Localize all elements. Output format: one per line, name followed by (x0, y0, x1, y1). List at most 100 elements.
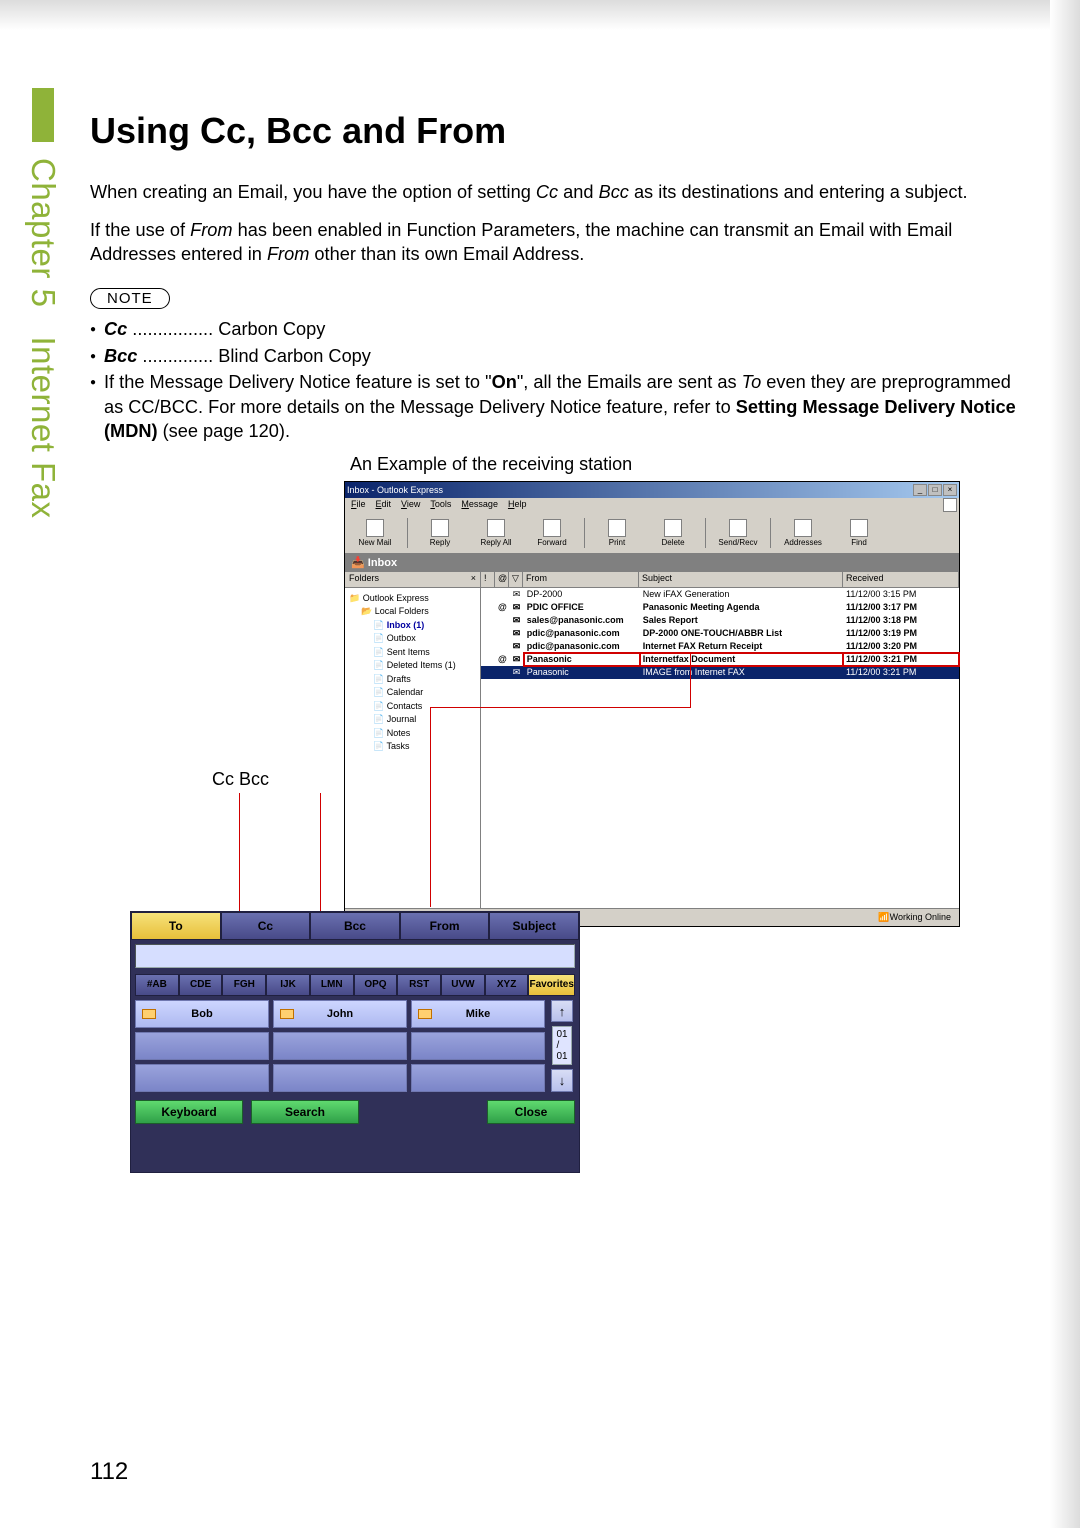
folder-local-folders[interactable]: 📂 Local Folders (349, 605, 476, 619)
callout-line (320, 793, 321, 913)
toolbar-find[interactable]: Find (833, 515, 885, 551)
callout-line (430, 707, 690, 708)
side-chapter-strip: Chapter 5 Internet Fax (0, 88, 82, 1468)
folder-calendar[interactable]: 📄 Calendar (349, 686, 476, 700)
folder-sent-items[interactable]: 📄 Sent Items (349, 646, 476, 660)
menu-file[interactable]: File (351, 499, 366, 513)
folders-header: Folders (349, 573, 379, 586)
folders-pane: Folders × 📁 Outlook Express📂 Local Folder… (345, 572, 481, 908)
callout-line (239, 793, 240, 913)
folder-outlook-express[interactable]: 📁 Outlook Express (349, 592, 476, 606)
alphatab-cde[interactable]: CDE (179, 974, 223, 996)
contact-empty (135, 1032, 269, 1060)
folder-outbox[interactable]: 📄 Outbox (349, 632, 476, 646)
menu-view[interactable]: View (401, 499, 420, 513)
close-button[interactable]: Close (487, 1100, 575, 1124)
callout-line (430, 707, 431, 907)
device-panel: ToCcBccFromSubject #ABCDEFGHIJKLMNOPQRST… (130, 911, 580, 1173)
chapter-marker (32, 88, 54, 142)
keyboard-button[interactable]: Keyboard (135, 1100, 243, 1124)
contact-empty (273, 1064, 407, 1092)
outlook-toolbar: New Mail ReplyReply AllForward PrintDelete… (345, 514, 959, 554)
alphatab-fgh[interactable]: FGH (222, 974, 266, 996)
contact-grid: BobJohnMike↑01/01↓ (135, 1000, 575, 1092)
message-row[interactable]: ✉pdic@panasonic.comDP-2000 ONE-TOUCH/ABB… (481, 627, 959, 640)
alphatab-#ab[interactable]: #AB (135, 974, 179, 996)
message-table: ✉DP-2000New iFAX Generation11/12/00 3:15… (481, 588, 959, 679)
folder-drafts[interactable]: 📄 Drafts (349, 673, 476, 687)
note-list: Cc ................ Carbon Copy Bcc ....… (90, 317, 1020, 444)
tab-from[interactable]: From (400, 912, 490, 939)
page-up-button[interactable]: ↑ (551, 1000, 573, 1023)
folder-deleted-items-[interactable]: 📄 Deleted Items (1) (349, 659, 476, 673)
contact-empty (135, 1064, 269, 1092)
alphatab-lmn[interactable]: LMN (310, 974, 354, 996)
toolbar-print[interactable]: Print (591, 515, 643, 551)
tab-subject[interactable]: Subject (489, 912, 579, 939)
toolbar-forward[interactable]: Forward (526, 515, 578, 551)
message-header: !@▽ From Subject Received (481, 572, 959, 588)
page-down-button[interactable]: ↓ (551, 1069, 573, 1092)
msn-icon[interactable] (943, 498, 957, 512)
menu-edit[interactable]: Edit (376, 499, 392, 513)
message-row[interactable]: ✉DP-2000New iFAX Generation11/12/00 3:15… (481, 588, 959, 601)
outlook-title: Inbox - Outlook Express (347, 485, 443, 495)
folder-tree: 📁 Outlook Express📂 Local Folders📄 Inbox … (345, 588, 480, 758)
col-from[interactable]: From (523, 572, 639, 587)
note-item-cc: Cc ................ Carbon Copy (90, 317, 1020, 342)
toolbar-reply[interactable]: Reply (414, 515, 466, 551)
tab-to[interactable]: To (131, 912, 221, 939)
alphatab-ijk[interactable]: IJK (266, 974, 310, 996)
message-row[interactable]: ✉PanasonicIMAGE from Internet FAX11/12/0… (481, 666, 959, 679)
callout-line (690, 654, 691, 708)
message-row[interactable]: @✉PDIC OFFICEPanasonic Meeting Agenda11/… (481, 601, 959, 614)
alphatab-opq[interactable]: OPQ (354, 974, 398, 996)
inbox-bar: 📥 Inbox (345, 554, 959, 572)
alphatab-xyz[interactable]: XYZ (485, 974, 529, 996)
folder-tasks[interactable]: 📄 Tasks (349, 740, 476, 754)
contact-mike[interactable]: Mike (411, 1000, 545, 1028)
contact-bob[interactable]: Bob (135, 1000, 269, 1028)
note-badge: NOTE (90, 288, 170, 309)
close-icon[interactable]: × (943, 484, 957, 496)
toolbar-reply-all[interactable]: Reply All (470, 515, 522, 551)
intro-paragraph-2: If the use of From has been enabled in F… (90, 218, 1020, 266)
search-button[interactable]: Search (251, 1100, 359, 1124)
page-title: Using Cc, Bcc and From (90, 110, 1020, 152)
menu-tools[interactable]: Tools (430, 499, 451, 513)
alpha-tabs: #ABCDEFGHIJKLMNOPQRSTUVWXYZFavorites (135, 974, 575, 996)
toolbar-addresses[interactable]: Addresses (777, 515, 829, 551)
folder-notes[interactable]: 📄 Notes (349, 727, 476, 741)
intro-paragraph-1: When creating an Email, you have the opt… (90, 180, 1020, 204)
address-input[interactable] (135, 944, 575, 968)
toolbar-new-mail[interactable]: New Mail (349, 515, 401, 551)
contact-john[interactable]: John (273, 1000, 407, 1028)
folders-close-icon[interactable]: × (471, 573, 476, 586)
alphatab-uvw[interactable]: UVW (441, 974, 485, 996)
message-row[interactable]: @✉PanasonicInternetfax Document11/12/00 … (481, 653, 959, 666)
menu-message[interactable]: Message (461, 499, 498, 513)
figure-area: Inbox - Outlook Express _ □ × File Edit Vi… (90, 481, 1020, 1121)
folder-journal[interactable]: 📄 Journal (349, 713, 476, 727)
alphatab-favorites[interactable]: Favorites (528, 974, 574, 996)
toolbar-send-recv[interactable]: Send/Recv (712, 515, 764, 551)
pager: ↑01/01↓ (549, 1000, 575, 1092)
page-number: 112 (90, 1458, 128, 1486)
folder-inbox-[interactable]: 📄 Inbox (1) (349, 619, 476, 633)
tab-cc[interactable]: Cc (221, 912, 311, 939)
contact-empty (411, 1064, 545, 1092)
contact-empty (273, 1032, 407, 1060)
message-row[interactable]: ✉sales@panasonic.comSales Report11/12/00… (481, 614, 959, 627)
col-received[interactable]: Received (843, 572, 959, 587)
col-subject[interactable]: Subject (639, 572, 843, 587)
minimize-icon[interactable]: _ (913, 484, 927, 496)
figure-caption: An Example of the receiving station (350, 454, 1020, 475)
alphatab-rst[interactable]: RST (397, 974, 441, 996)
outlook-window: Inbox - Outlook Express _ □ × File Edit Vi… (344, 481, 960, 927)
menu-help[interactable]: Help (508, 499, 527, 513)
message-row[interactable]: ✉pdic@panasonic.comInternet FAX Return R… (481, 640, 959, 653)
tab-bcc[interactable]: Bcc (310, 912, 400, 939)
toolbar-delete[interactable]: Delete (647, 515, 699, 551)
chapter-label: Chapter 5 Internet Fax (24, 158, 64, 858)
maximize-icon[interactable]: □ (928, 484, 942, 496)
